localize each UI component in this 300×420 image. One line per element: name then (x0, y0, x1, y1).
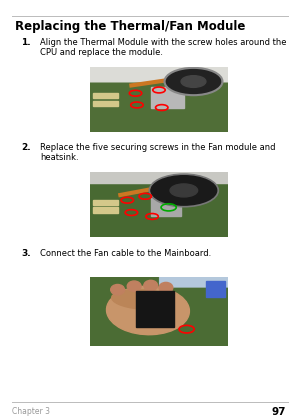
Text: Connect the Fan cable to the Mainboard.: Connect the Fan cable to the Mainboard. (40, 249, 212, 258)
Bar (93, 101, 118, 106)
Text: 1.: 1. (21, 38, 31, 47)
Ellipse shape (111, 284, 124, 295)
Ellipse shape (144, 280, 158, 291)
Text: Chapter 3: Chapter 3 (12, 407, 50, 416)
Text: Replace the five securing screws in the Fan module and heatsink.: Replace the five securing screws in the … (40, 143, 276, 162)
Bar (206, 281, 225, 297)
Ellipse shape (112, 289, 173, 309)
Ellipse shape (106, 286, 189, 335)
Bar (151, 87, 184, 108)
Text: Align the Thermal Module with the screw holes around the CPU and replace the mod: Align the Thermal Module with the screw … (40, 38, 287, 57)
Bar (93, 200, 118, 205)
Text: 3.: 3. (21, 249, 31, 258)
Bar (93, 207, 118, 213)
Circle shape (170, 184, 198, 197)
Ellipse shape (127, 281, 141, 291)
Text: 97: 97 (272, 407, 286, 417)
Circle shape (166, 68, 221, 94)
Circle shape (151, 175, 217, 206)
Text: Replacing the Thermal/Fan Module: Replacing the Thermal/Fan Module (15, 20, 245, 33)
Text: 2.: 2. (21, 143, 31, 152)
Bar (151, 198, 181, 216)
Ellipse shape (159, 282, 173, 293)
Bar (136, 291, 174, 327)
Bar (93, 93, 118, 98)
Circle shape (181, 76, 206, 87)
